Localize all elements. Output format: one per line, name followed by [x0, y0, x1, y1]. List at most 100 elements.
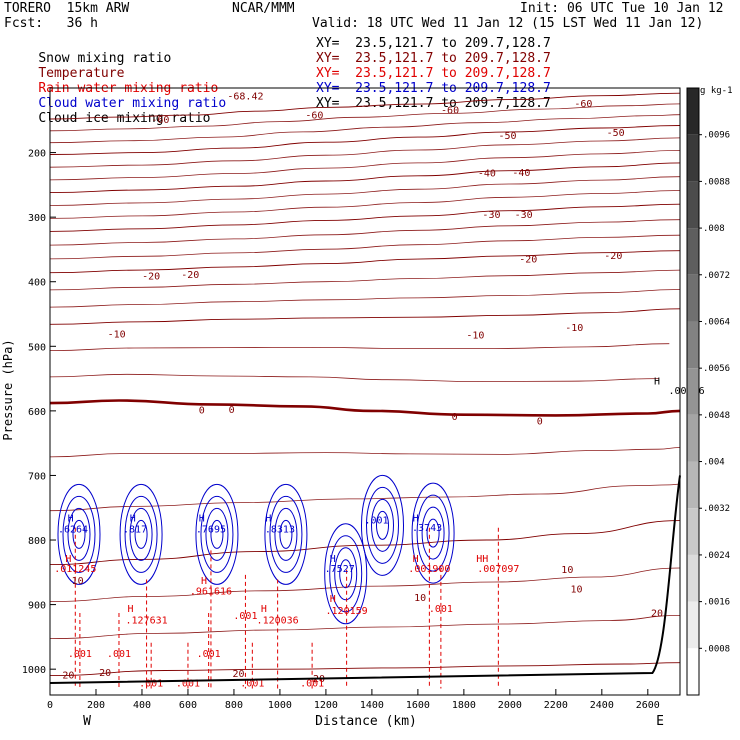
colorbar-swatch	[687, 181, 699, 229]
high-marker: HH	[476, 554, 488, 565]
plot-frame	[49, 87, 681, 696]
colorbar-swatch	[687, 601, 699, 649]
cloud-water-max-label: .8313	[265, 524, 295, 535]
high-marker: H	[265, 513, 271, 524]
x-tick-label: 1600	[406, 700, 430, 711]
cloud-water-contour	[421, 506, 445, 560]
cloud-water-contour	[329, 535, 363, 613]
x-tick-label: 800	[225, 700, 243, 711]
colorbar-tick-label: .0024	[703, 551, 730, 561]
high-marker: H	[261, 604, 267, 615]
x-tick-label: 1800	[452, 700, 476, 711]
isotherm-minor	[49, 219, 681, 246]
cloud-water-contour	[129, 507, 153, 561]
cloud-water-contour	[264, 483, 308, 585]
high-marker: H	[654, 377, 660, 388]
cloud-water-contour	[416, 494, 450, 572]
cloud-water-max-label: .3743	[412, 523, 442, 534]
cloud-water-contour	[119, 483, 163, 585]
y-tick-label: 200	[28, 149, 46, 160]
rain-water-max-label: .001	[139, 679, 163, 690]
high-marker: H	[413, 554, 419, 565]
rain-water-max-label: .001	[197, 649, 221, 660]
fcst-label: Fcst: 36 h	[4, 16, 98, 31]
isotherm-label: -50	[607, 128, 625, 139]
isotherm-20	[49, 662, 681, 677]
isotherm-label: 20	[233, 669, 245, 680]
colorbar-swatch	[687, 508, 699, 555]
cloud-water-contour	[195, 483, 239, 585]
isotherm-label: 0	[452, 412, 458, 423]
isotherm-minor	[49, 137, 681, 168]
isotherm-label: 20	[62, 670, 74, 681]
isotherm-label: -20	[142, 271, 160, 282]
high-marker: H	[130, 513, 136, 524]
rain-water-max-label: .127631	[125, 615, 167, 626]
cloud-water-contour	[72, 519, 86, 549]
isotherm-label: -60	[574, 99, 592, 110]
colorbar-tick-label: .0008	[703, 644, 730, 654]
isotherm-m20	[49, 250, 681, 274]
y-tick-label: 600	[28, 407, 46, 418]
rain-water-max-label: .011245	[54, 564, 96, 575]
y-tick-label: 900	[28, 601, 46, 612]
isotherm-label: -30	[515, 210, 533, 221]
rain-water-max-label: .120159	[326, 606, 368, 617]
x-tick-label: 200	[87, 700, 105, 711]
field-name: Cloud water mixing ratio	[38, 96, 227, 111]
rain-water-max-label: .961616	[190, 586, 232, 597]
cloud-water-contour	[200, 495, 234, 573]
colorbar-swatch	[687, 321, 699, 369]
isotherm-minor	[49, 114, 681, 144]
colorbar-tick-label: .0016	[703, 598, 730, 608]
isotherm-m40	[49, 162, 681, 194]
isotherm-label: -20	[181, 270, 199, 281]
valid-label: Valid: 18 UTC Wed 11 Jan 12 (15 LST Wed …	[312, 16, 704, 31]
isotherm-minor	[49, 176, 681, 206]
cloud-water-contour	[210, 519, 224, 549]
high-marker: H	[199, 513, 205, 524]
model-label: TORERO 15km ARW	[4, 1, 130, 16]
isotherm-minor	[49, 269, 681, 291]
terrain-line	[49, 475, 681, 684]
x-tick-label: 0	[47, 700, 53, 711]
field-snow-xy: XY= 23.5,121.7 to 209.7,128.7	[316, 36, 551, 51]
cloud-water-contour	[134, 519, 148, 549]
cloud-water-max-label: .001	[364, 515, 388, 526]
isotherm-label: -30	[482, 210, 500, 221]
high-marker: H	[413, 513, 419, 524]
cloud-water-contour	[375, 510, 389, 540]
cloud-water-contour	[62, 495, 96, 573]
isotherm-m50	[49, 125, 681, 155]
cloud-water-contour	[57, 483, 101, 585]
cloud-water-contour	[67, 507, 91, 561]
cloud-water-max-label: .7695	[196, 524, 226, 535]
init-label: Init: 06 UTC Tue 10 Jan 12	[520, 1, 724, 16]
cloud-water-contour	[360, 474, 404, 576]
rain-water-max-label: .001	[429, 604, 453, 615]
x-tick-label: 2600	[636, 700, 660, 711]
cloud-water-max-label: .7527	[325, 564, 355, 575]
colorbar-swatch	[687, 134, 699, 182]
colorbar-swatch	[687, 554, 699, 602]
isotherm-m60	[49, 92, 681, 120]
high-marker: H	[330, 594, 336, 605]
isotherm-minor	[49, 343, 670, 351]
field-rain-xy: XY= 23.5,121.7 to 209.7,128.7	[316, 66, 551, 81]
cloud-water-contour	[334, 547, 358, 601]
field-name: Temperature	[38, 66, 125, 81]
isotherm-label: 20	[99, 668, 111, 679]
rain-water-max-label: .001	[300, 679, 324, 690]
cloud-water-contour	[205, 507, 229, 561]
colorbar-tick-label: .0072	[703, 271, 730, 281]
colorbar-tick-label: .0032	[703, 504, 730, 514]
x-tick-label: 2400	[590, 700, 614, 711]
isotherm-minor	[49, 567, 681, 602]
isotherm-10	[49, 520, 681, 566]
isotherm-label: -20	[604, 251, 622, 262]
cloud-water-contour	[324, 523, 368, 625]
y-tick-label: 500	[28, 342, 46, 353]
colorbar-swatch	[687, 648, 699, 695]
isotherm-label: 0	[537, 417, 543, 428]
isotherm-label: 10	[72, 576, 84, 587]
